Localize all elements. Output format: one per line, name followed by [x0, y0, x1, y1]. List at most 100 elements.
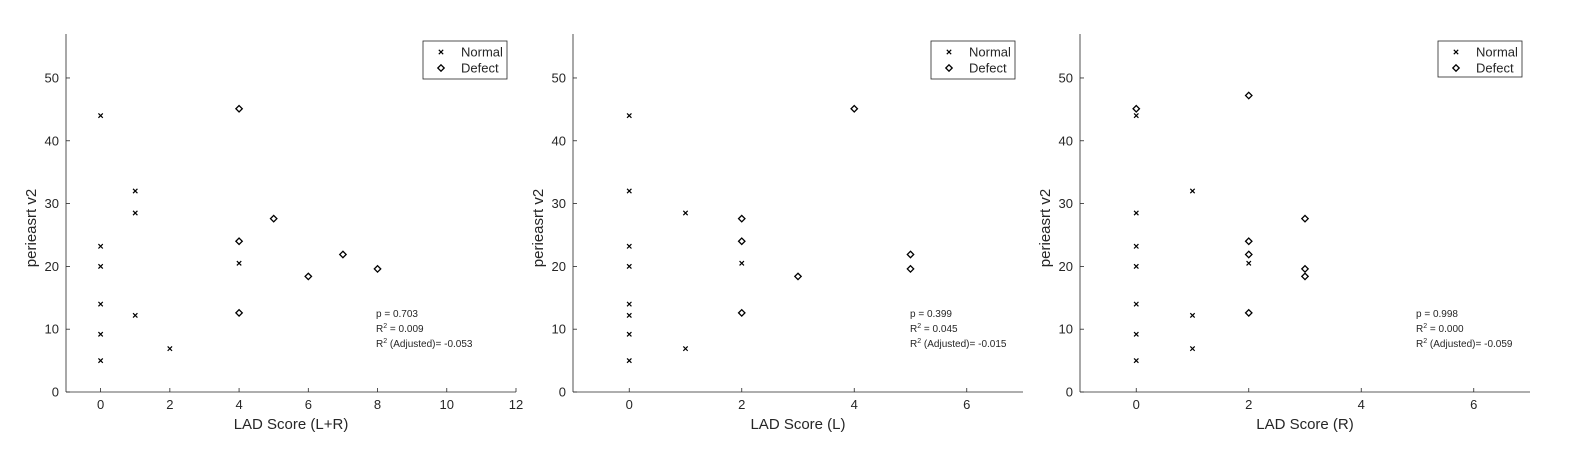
point-defect: [373, 264, 382, 274]
point-normal: [626, 263, 632, 270]
stats-p-value: p = 0.399: [910, 309, 952, 320]
point-normal: [97, 113, 104, 119]
legend-label: Normal: [1476, 45, 1518, 60]
y-axis-title: perieasrt v2: [23, 189, 40, 267]
y-tick-label: 10: [1059, 322, 1073, 337]
point-normal: [626, 113, 632, 119]
point-defect: [906, 264, 915, 274]
legend-box: [1437, 40, 1523, 78]
point-normal: [97, 243, 104, 249]
x-tick-label: 2: [166, 397, 173, 412]
point-defect: [269, 214, 278, 223]
y-tick-label: 50: [45, 70, 59, 85]
point-normal: [626, 312, 632, 318]
point-normal: [236, 260, 242, 266]
stats-r2-adjusted: R2 (Adjusted)= -0.059: [1416, 338, 1513, 350]
y-axis-title: perieasrt v2: [530, 189, 547, 267]
point-normal: [1133, 243, 1139, 249]
point-normal: [1246, 260, 1252, 266]
point-defect: [1244, 237, 1253, 246]
legend-label: Defect: [461, 61, 499, 76]
x-tick-label: 6: [305, 397, 312, 412]
y-tick-label: 0: [559, 385, 566, 400]
point-normal: [132, 210, 138, 216]
point-defect: [1300, 272, 1310, 281]
legend-marker-normal: [438, 49, 444, 55]
point-normal: [1133, 113, 1139, 119]
y-tick-label: 40: [552, 133, 566, 148]
y-tick-label: 20: [552, 259, 566, 274]
legend-marker-normal: [946, 49, 952, 55]
point-normal: [626, 357, 632, 364]
y-tick-label: 20: [1059, 259, 1073, 274]
y-tick-label: 50: [1059, 70, 1073, 85]
point-defect: [793, 272, 803, 281]
stats-r2: R2 = 0.009: [376, 323, 424, 335]
point-normal: [626, 243, 632, 249]
y-tick-label: 10: [45, 322, 59, 337]
point-defect: [737, 214, 746, 223]
point-defect: [1132, 104, 1141, 113]
point-defect: [338, 250, 348, 259]
x-tick-label: 2: [1245, 397, 1252, 412]
point-defect: [906, 250, 915, 259]
x-tick-label: 0: [97, 397, 104, 412]
x-tick-label: 4: [851, 397, 858, 412]
legend-box: [930, 40, 1016, 80]
point-normal: [682, 346, 689, 352]
point-normal: [1133, 331, 1139, 337]
legend-box: [422, 40, 508, 80]
point-normal: [132, 188, 138, 194]
point-normal: [739, 260, 745, 266]
point-normal: [97, 301, 104, 307]
y-tick-label: 40: [1059, 133, 1073, 148]
point-normal: [167, 346, 173, 352]
y-tick-label: 30: [552, 196, 566, 211]
point-normal: [626, 331, 632, 337]
x-tick-label: 2: [738, 397, 745, 412]
stats-r2: R2 = 0.045: [910, 323, 958, 335]
point-defect: [234, 237, 244, 246]
y-tick-label: 10: [552, 322, 566, 337]
point-defect: [737, 308, 746, 317]
y-tick-label: 50: [552, 70, 566, 85]
point-normal: [1133, 301, 1139, 307]
point-normal: [626, 188, 632, 194]
legend-marker-defect: [1451, 63, 1461, 73]
x-tick-label: 0: [626, 397, 633, 412]
point-normal: [97, 357, 104, 364]
x-tick-label: 10: [440, 397, 454, 412]
y-axis-title: perieasrt v2: [1037, 189, 1054, 267]
point-defect: [234, 104, 244, 113]
point-normal: [1189, 188, 1196, 194]
stats-p-value: p = 0.703: [376, 309, 418, 320]
y-tick-label: 0: [1066, 385, 1073, 400]
chart-panel-2: 0 2 4 6 0 10 20 30 40 50 LAD Score (L) perieasrt v2…: [530, 34, 1023, 433]
point-normal: [1189, 312, 1196, 318]
stats-annotation: p = 0.998 R2 = 0.000 R2 (Adjusted)= -0.059: [1416, 309, 1513, 350]
legend-label: Normal: [461, 45, 503, 60]
legend-marker-normal: [1453, 49, 1459, 55]
y-tick-label: 0: [52, 385, 59, 400]
x-tick-label: 8: [374, 397, 381, 412]
point-normal: [97, 331, 104, 337]
x-tick-label: 4: [235, 397, 242, 412]
stats-r2-adjusted: R2 (Adjusted)= -0.015: [910, 338, 1007, 350]
legend-label: Defect: [1476, 61, 1514, 76]
point-defect: [304, 272, 313, 281]
y-tick-label: 40: [45, 133, 59, 148]
point-defect: [850, 104, 859, 113]
stats-r2-adjusted: R2 (Adjusted)= -0.053: [376, 338, 473, 350]
point-defect: [234, 308, 244, 317]
x-tick-label: 4: [1358, 397, 1365, 412]
legend-marker-defect: [944, 63, 954, 73]
x-tick-label: 6: [1470, 397, 1477, 412]
y-tick-label: 20: [45, 259, 59, 274]
point-defect: [1300, 264, 1310, 274]
x-tick-label: 12: [509, 397, 523, 412]
point-normal: [132, 312, 138, 318]
point-normal: [682, 210, 689, 216]
stats-p-value: p = 0.998: [1416, 309, 1458, 320]
chart-panel-3: 0 2 4 6 0 10 20 30 40 50 LAD Score (R) perieasrt v2…: [1037, 34, 1530, 433]
